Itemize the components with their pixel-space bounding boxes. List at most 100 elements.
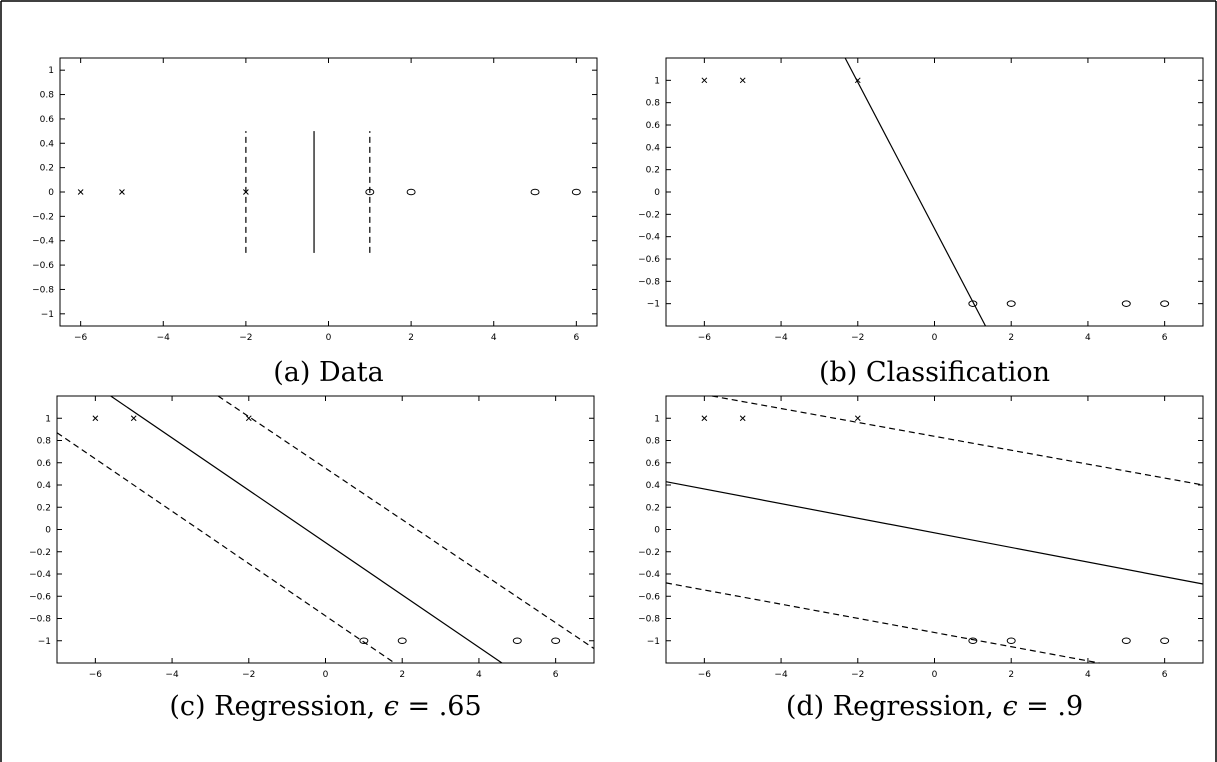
y-tick-label-a-5: 0	[48, 188, 54, 198]
x-tick-label-c-4: 2	[399, 670, 405, 680]
y-tick-label-d-10: 1	[654, 414, 660, 424]
o-marker-d-1	[1006, 637, 1016, 645]
y-tick-label-c-9: 0.8	[37, 437, 52, 447]
o-marker-c-2	[512, 637, 522, 645]
x-tick-label-b-3: 0	[932, 333, 938, 343]
y-tick-label-a-0: −1	[41, 310, 54, 320]
y-tick-label-a-7: 0.4	[40, 139, 55, 149]
x-marker-d-1	[739, 415, 746, 422]
caption-d-prefix: (d) Regression,	[785, 691, 994, 722]
x-tick-label-c-6: 6	[553, 670, 559, 680]
x-marker-a-2	[243, 189, 249, 195]
y-tick-label-d-0: −1	[647, 637, 660, 647]
y-tick-label-a-4: −0.2	[32, 212, 54, 222]
y-tick-label-c-6: 0.2	[37, 503, 51, 513]
y-tick-label-a-9: 0.8	[40, 91, 55, 101]
y-tick-label-b-8: 0.6	[646, 121, 661, 131]
solid-line-c-0	[110, 395, 503, 664]
caption-c-prefix: (c) Regression,	[169, 691, 376, 722]
y-tick-label-b-3: −0.4	[638, 233, 660, 243]
dashed-line-d-1	[711, 395, 1204, 486]
y-tick-label-d-9: 0.8	[646, 437, 661, 447]
o-marker-b-2	[1121, 300, 1131, 307]
y-tick-label-c-8: 0.6	[37, 459, 52, 469]
x-tick-label-b-5: 4	[1085, 333, 1091, 343]
y-tick-label-c-3: −0.4	[29, 570, 51, 580]
x-tick-label-d-0: −6	[698, 670, 712, 680]
caption-d: (d) Regression, ϵ = .9	[666, 691, 1203, 722]
x-marker-b-1	[739, 77, 746, 84]
y-tick-label-d-4: −0.2	[638, 548, 660, 558]
o-marker-d-3	[1160, 637, 1170, 645]
y-tick-label-c-4: −0.2	[29, 548, 51, 558]
y-tick-label-b-6: 0.2	[646, 166, 660, 176]
y-tick-label-b-1: −0.8	[638, 277, 660, 287]
x-tick-label-b-2: −2	[851, 333, 864, 343]
x-marker-c-2	[245, 415, 252, 422]
o-marker-a-0	[365, 188, 375, 196]
y-tick-label-a-2: −0.6	[32, 261, 54, 271]
y-tick-label-a-8: 0.6	[40, 115, 55, 125]
y-tick-label-b-2: −0.6	[638, 255, 660, 265]
x-marker-d-0	[701, 415, 708, 422]
x-tick-label-a-0: −6	[74, 333, 88, 343]
caption-a-text: (a) Data	[273, 357, 384, 388]
x-tick-label-d-3: 0	[932, 670, 938, 680]
y-tick-label-b-10: 1	[654, 76, 660, 86]
x-tick-label-d-6: 6	[1162, 670, 1168, 680]
x-tick-label-c-3: 0	[323, 670, 329, 680]
caption-d-epsilon: ϵ	[1002, 691, 1018, 722]
y-tick-label-b-9: 0.8	[646, 99, 661, 109]
y-tick-label-d-3: −0.4	[638, 570, 660, 580]
y-tick-label-a-1: −0.8	[32, 285, 54, 295]
y-tick-label-b-0: −1	[647, 300, 660, 310]
x-tick-label-a-2: −2	[239, 333, 252, 343]
o-marker-d-0	[968, 637, 978, 645]
o-marker-b-1	[1006, 300, 1016, 307]
x-tick-label-d-5: 4	[1085, 670, 1091, 680]
y-tick-label-b-5: 0	[654, 188, 660, 198]
y-tick-label-c-5: 0	[45, 526, 51, 536]
x-tick-label-b-0: −6	[698, 333, 712, 343]
dashed-line-c-1	[56, 432, 395, 664]
o-marker-b-0	[968, 300, 978, 307]
y-tick-label-d-7: 0.4	[646, 481, 661, 491]
caption-c-epsilon: ϵ	[383, 691, 399, 722]
x-marker-b-0	[701, 77, 708, 84]
y-tick-label-d-6: 0.2	[646, 503, 660, 513]
x-tick-label-a-6: 6	[573, 333, 579, 343]
y-tick-label-a-6: 0.2	[40, 164, 54, 174]
y-tick-label-a-3: −0.4	[32, 237, 54, 247]
o-marker-b-3	[1160, 300, 1170, 307]
x-tick-label-a-4: 2	[408, 333, 414, 343]
o-marker-c-3	[551, 637, 561, 645]
solid-line-d-0	[665, 481, 1204, 585]
solid-line-b-0	[844, 57, 987, 327]
x-tick-label-b-1: −4	[774, 333, 788, 343]
x-marker-a-1	[119, 189, 125, 195]
y-tick-label-c-7: 0.4	[37, 481, 52, 491]
plot-frame-d	[665, 395, 1204, 664]
y-tick-label-d-1: −0.8	[638, 615, 660, 625]
y-tick-label-c-2: −0.6	[29, 592, 51, 602]
x-tick-label-d-2: −2	[851, 670, 864, 680]
x-marker-b-2	[854, 77, 861, 84]
x-tick-label-a-3: 0	[326, 333, 332, 343]
x-marker-a-0	[77, 189, 84, 195]
dashed-line-c-2	[217, 395, 595, 650]
y-tick-label-d-8: 0.6	[646, 459, 661, 469]
dashed-line-d-2	[665, 582, 1100, 664]
o-marker-d-2	[1121, 637, 1131, 645]
caption-d-value: = .9	[1026, 691, 1084, 722]
y-tick-label-d-5: 0	[654, 526, 660, 536]
x-tick-label-d-1: −4	[774, 670, 788, 680]
x-tick-label-a-5: 4	[491, 333, 497, 343]
o-marker-a-1	[406, 188, 416, 196]
x-tick-label-b-4: 2	[1008, 333, 1014, 343]
x-tick-label-c-1: −4	[165, 670, 179, 680]
